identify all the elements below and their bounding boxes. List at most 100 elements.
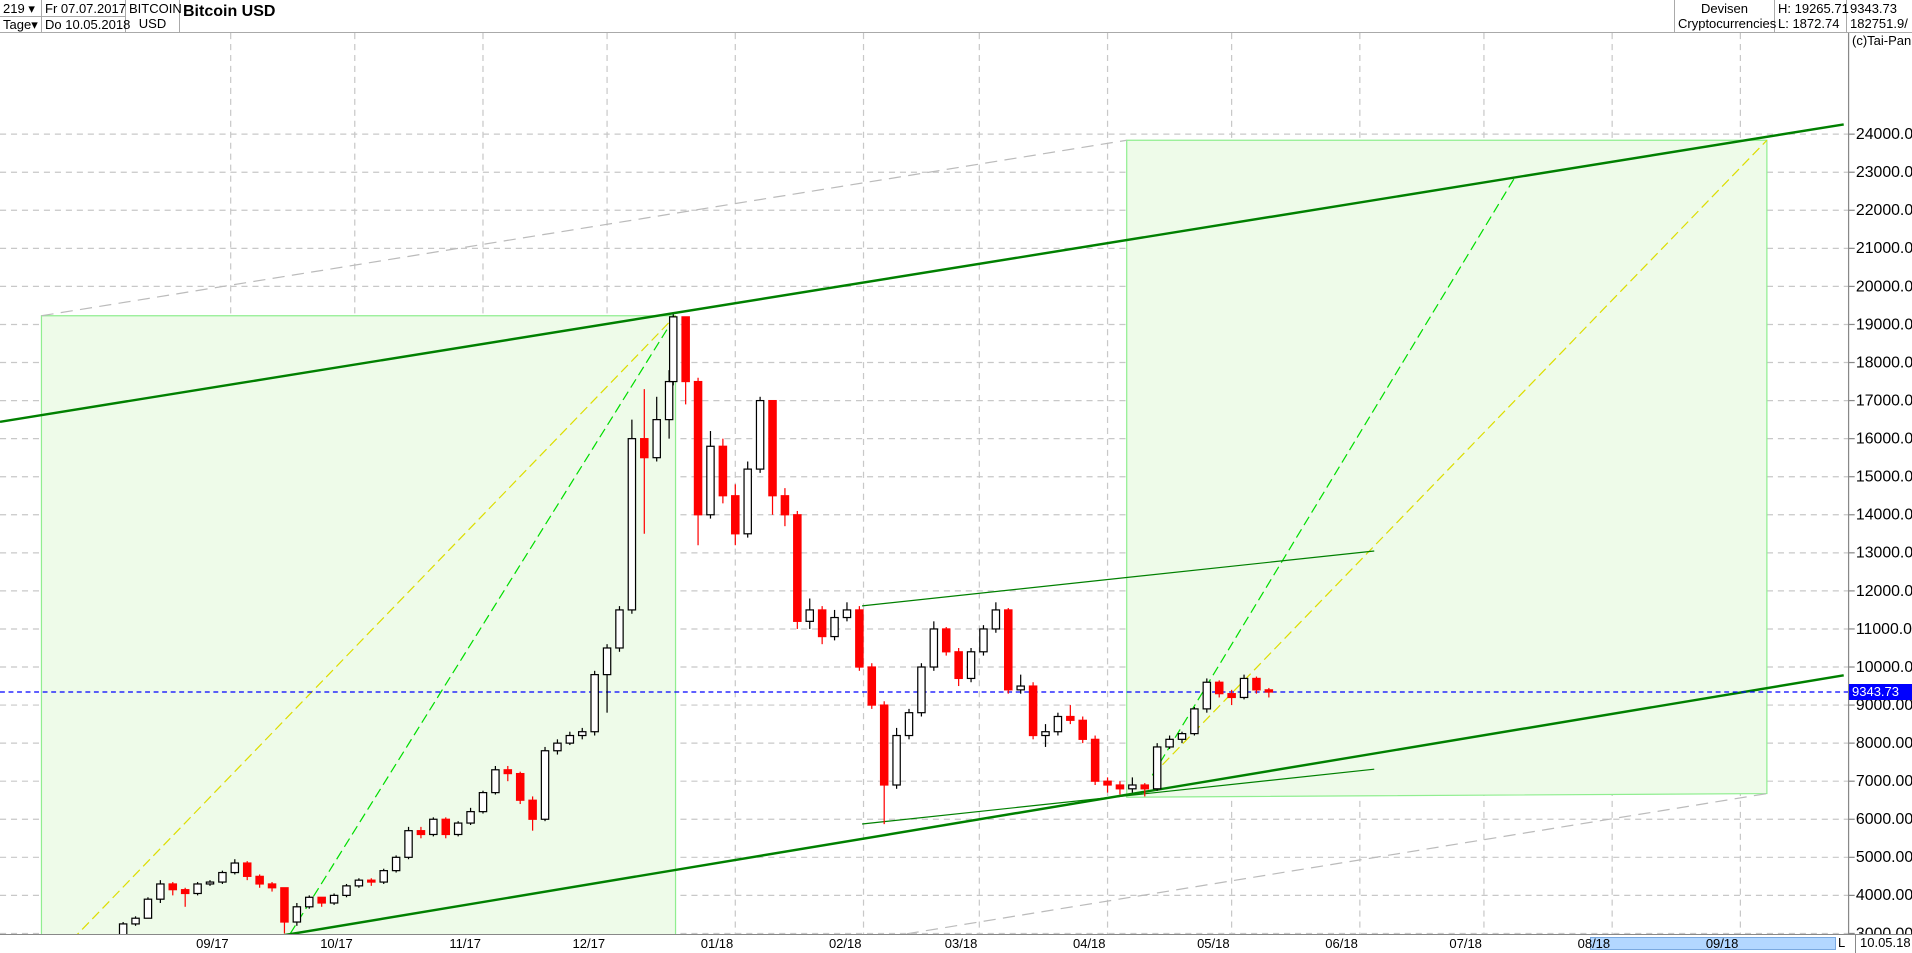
date-from[interactable]: Fr 07.07.2017 xyxy=(42,0,126,17)
candle xyxy=(879,701,889,825)
candle xyxy=(441,817,451,839)
price-tick-label: 16000.00 xyxy=(1856,431,1912,448)
price-tick-label: 11000.00 xyxy=(1856,621,1912,638)
last-price-marker: 9343.73 xyxy=(1849,683,1912,700)
count-value: 219 xyxy=(3,1,25,16)
candle xyxy=(267,882,277,892)
candle xyxy=(1252,676,1261,694)
price-tick-label: 12000.00 xyxy=(1856,583,1912,600)
candle xyxy=(515,771,525,805)
candle xyxy=(768,399,777,515)
candle-body-down xyxy=(503,769,513,775)
candle-body-down xyxy=(242,862,252,877)
candle xyxy=(404,826,413,860)
candle-body-down xyxy=(1140,784,1150,790)
candle xyxy=(706,431,715,519)
candle-body-up xyxy=(904,712,914,737)
low-value: L: 1872.74 xyxy=(1778,16,1840,31)
candle xyxy=(180,887,190,907)
category-cell: Devisen Cryptocurrencies xyxy=(1675,0,1777,33)
candle-body-up xyxy=(991,609,1001,630)
candle-body-up xyxy=(478,792,488,813)
candle-body-down xyxy=(867,666,877,706)
candle xyxy=(1227,689,1236,706)
time-scrollbar[interactable] xyxy=(1590,937,1836,950)
candle-body-down xyxy=(954,651,963,680)
candle xyxy=(528,796,537,831)
candle-body-up xyxy=(1152,746,1162,790)
price-tick-label: 4000.00 xyxy=(1856,887,1912,904)
price-chart[interactable]: 2000.003000.004000.005000.006000.007000.… xyxy=(0,33,1912,952)
candle-body-down xyxy=(1078,719,1087,740)
projection-box-1 xyxy=(40,315,677,952)
time-tick-label: 11/17 xyxy=(449,936,481,951)
candle xyxy=(391,855,401,873)
candle xyxy=(1028,682,1038,740)
candle-body-up xyxy=(805,609,815,622)
date-to[interactable]: Do 10.05.2018 xyxy=(42,16,130,33)
candle-body-up xyxy=(429,818,438,836)
candle xyxy=(1016,674,1025,694)
candle-body-up xyxy=(602,647,612,676)
candle-body-up xyxy=(292,906,302,923)
candle-body-up xyxy=(143,898,153,919)
candle-body-down xyxy=(1066,715,1075,721)
chart-canvas[interactable]: 2000.003000.004000.005000.006000.007000.… xyxy=(0,33,1912,952)
candle xyxy=(367,878,376,886)
candle xyxy=(242,861,252,881)
candle xyxy=(416,826,426,839)
candle xyxy=(693,377,703,546)
price-tick-label: 24000.00 xyxy=(1856,126,1912,143)
candle-body-up xyxy=(706,445,715,516)
candle-body-down xyxy=(780,495,790,516)
candle xyxy=(317,896,326,907)
category-line2: Cryptocurrencies xyxy=(1678,16,1777,31)
high-low-cell: H: 19265.71 L: 1872.74 xyxy=(1775,0,1849,33)
candle-body-up xyxy=(218,871,227,883)
candle xyxy=(230,859,240,875)
time-tick-label: 08/18 xyxy=(1577,936,1611,951)
price-tick-label: 8000.00 xyxy=(1856,735,1912,752)
copyright: (c)Tai-Pan xyxy=(1852,33,1912,48)
candle-body-up xyxy=(540,750,550,820)
candle-body-up xyxy=(156,883,165,900)
upper-channel-line xyxy=(0,123,1844,424)
candle xyxy=(966,647,976,683)
candle-body-down xyxy=(180,889,190,895)
candle xyxy=(1053,712,1063,736)
category-line1: Devisen xyxy=(1701,1,1748,16)
candle-body-up xyxy=(565,734,575,744)
candle xyxy=(205,880,215,886)
candle-body-up xyxy=(379,870,388,883)
price-tick-label: 14000.00 xyxy=(1856,507,1912,524)
candle xyxy=(1004,608,1013,694)
candle xyxy=(627,419,637,614)
period-dropdown[interactable]: Tage▾ xyxy=(0,16,42,33)
candle xyxy=(991,602,1001,633)
candle xyxy=(830,609,839,641)
candle-body-down xyxy=(1103,780,1112,786)
end-button[interactable]: L xyxy=(1838,935,1846,950)
candle xyxy=(652,396,661,462)
count-dropdown[interactable]: 219 ▾ xyxy=(0,0,42,17)
candle xyxy=(540,746,550,822)
time-axis[interactable]: 09/17 10/17 11/17 12/17 01/18 02/18 03/18 04/18… xyxy=(0,934,1912,953)
candle-body-up xyxy=(1177,733,1187,740)
time-tick-label: 09/18 xyxy=(1705,936,1739,951)
time-tick-label: 06/18 xyxy=(1325,936,1358,951)
chart-header: 219 ▾ Tage▾ Fr 07.07.2017 Do 10.05.2018 … xyxy=(0,0,1912,33)
price-axis[interactable]: 2000.003000.004000.005000.006000.007000.… xyxy=(1848,126,1912,952)
projection-box-2 xyxy=(1126,139,1768,798)
candle-body-up xyxy=(892,734,901,786)
candle-body-up xyxy=(391,856,401,872)
volume-value: 182751.9/ xyxy=(1850,16,1908,31)
candle-body-down xyxy=(367,879,376,883)
candle xyxy=(1128,777,1137,793)
candle xyxy=(304,895,314,909)
candle xyxy=(1177,731,1187,744)
candle-body-up xyxy=(1190,708,1199,735)
candle-body-up xyxy=(329,894,339,904)
candle xyxy=(1264,687,1274,698)
time-tick-label: 02/18 xyxy=(828,936,862,951)
time-tick-label: 12/17 xyxy=(572,936,606,951)
